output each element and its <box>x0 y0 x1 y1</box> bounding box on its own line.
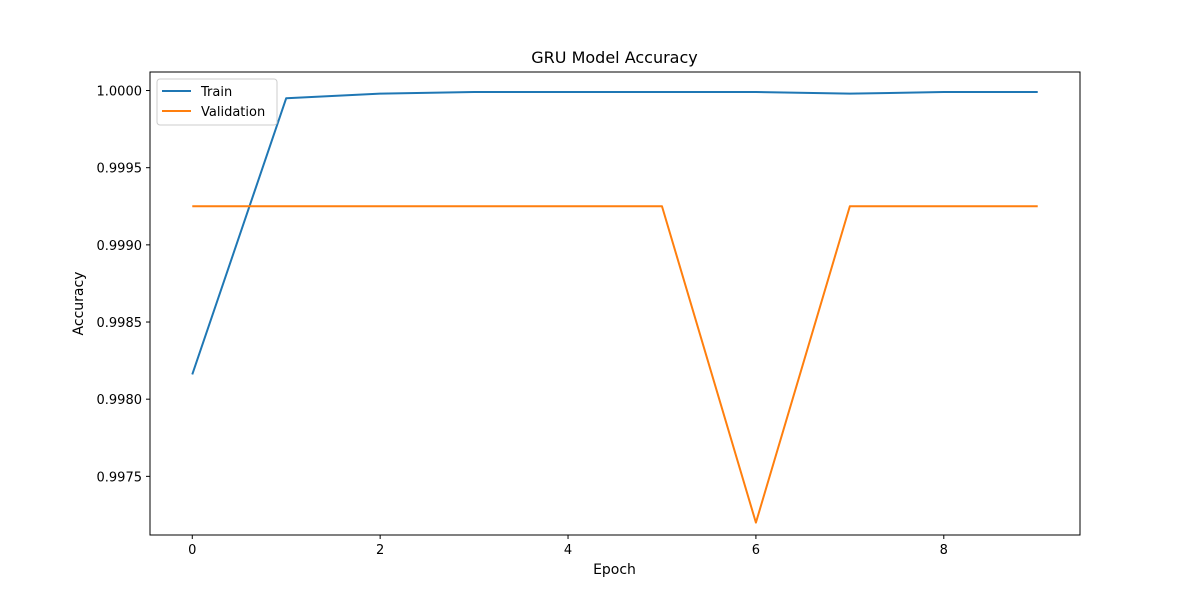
x-axis: 0 2 4 6 8 <box>188 535 948 558</box>
x-tick-label: 0 <box>188 543 196 558</box>
chart-title: GRU Model Accuracy <box>531 48 697 67</box>
train-series-line <box>191 91 1038 375</box>
y-axis: 0.9975 0.9980 0.9985 0.9990 0.9995 1.0000 <box>97 85 150 485</box>
y-tick-label: 1.0000 <box>97 85 143 100</box>
legend-label-train: Train <box>200 85 232 100</box>
legend-label-validation: Validation <box>201 105 265 120</box>
plot-lines <box>191 91 1038 524</box>
y-tick-label: 0.9990 <box>97 239 143 254</box>
x-axis-label: Epoch <box>593 562 636 578</box>
x-tick-label: 2 <box>376 543 384 558</box>
x-tick-label: 6 <box>752 543 760 558</box>
plot-frame <box>149 71 1081 536</box>
y-axis-label: Accuracy <box>71 272 87 336</box>
legend: Train Validation <box>156 78 278 126</box>
y-tick-label: 0.9980 <box>97 393 143 408</box>
y-tick-label: 0.9985 <box>97 316 143 331</box>
validation-series-line <box>192 205 1038 524</box>
y-tick-label: 0.9975 <box>97 470 143 485</box>
y-tick-label: 0.9995 <box>97 162 143 177</box>
x-tick-label: 4 <box>564 543 572 558</box>
x-tick-label: 8 <box>940 543 948 558</box>
